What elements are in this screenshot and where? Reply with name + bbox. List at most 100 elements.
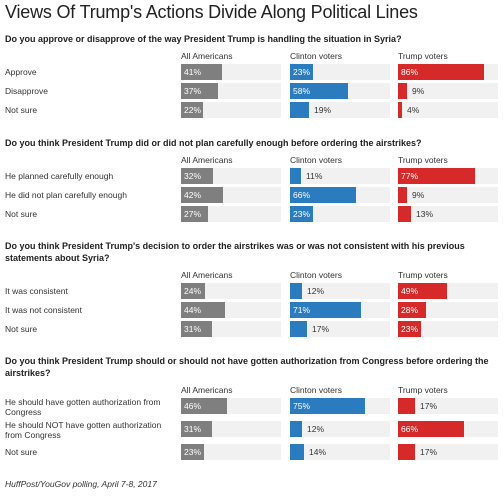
bar <box>181 444 204 460</box>
bar-cell: 12% <box>290 421 390 437</box>
data-label: 71% <box>293 305 311 315</box>
data-label: 42% <box>184 190 202 200</box>
data-label: 22% <box>184 105 202 115</box>
question-title: Do you approve or disapprove of the way … <box>5 34 402 44</box>
data-label: 19% <box>314 105 332 115</box>
bar <box>290 64 313 80</box>
bar <box>290 421 302 437</box>
bar-cell: 27% <box>181 206 281 222</box>
data-label: 17% <box>420 447 438 457</box>
bar <box>290 168 301 184</box>
data-label: 11% <box>306 171 323 181</box>
data-label: 37% <box>184 86 202 96</box>
data-label: 49% <box>401 286 419 296</box>
column-header: All Americans <box>181 385 233 395</box>
data-label: 44% <box>184 305 202 315</box>
bar <box>398 187 407 203</box>
bar-cell: 11% <box>290 168 390 184</box>
bar <box>181 421 212 437</box>
bar <box>181 102 203 118</box>
data-label: 66% <box>293 190 311 200</box>
data-label: 9% <box>412 86 425 96</box>
bar-cell: 58% <box>290 83 390 99</box>
row-label: Not sure <box>5 105 38 115</box>
row-label: He did not plan carefully enough <box>5 190 127 200</box>
bar-cell: 46% <box>181 398 281 414</box>
data-label: 12% <box>307 424 325 434</box>
bar-cell: 9% <box>398 187 498 203</box>
data-label: 23% <box>401 324 419 334</box>
row-label: Not sure <box>5 447 38 457</box>
row-label: Approve <box>5 67 37 77</box>
data-label: 17% <box>420 401 438 411</box>
bar <box>398 102 402 118</box>
bar <box>398 302 426 318</box>
bar <box>290 283 302 299</box>
column-header: Trump voters <box>398 270 448 280</box>
bar <box>181 302 225 318</box>
question-title: Do you think President Trump should or s… <box>5 356 489 378</box>
bar-cell: 23% <box>290 64 390 80</box>
column-header: All Americans <box>181 51 233 61</box>
bar-cell: 14% <box>290 444 390 460</box>
bar-cell: 4% <box>398 102 498 118</box>
bar <box>181 321 212 337</box>
bar <box>398 321 421 337</box>
bar <box>398 168 475 184</box>
column-header: All Americans <box>181 155 233 165</box>
bar-cell: 23% <box>398 321 498 337</box>
bar <box>290 321 307 337</box>
data-label: 4% <box>407 105 420 115</box>
bar-cell: 13% <box>398 206 498 222</box>
bar-cell: 17% <box>290 321 390 337</box>
bar-cell: 12% <box>290 283 390 299</box>
row-label: Not sure <box>5 324 38 334</box>
bar <box>290 398 365 414</box>
data-label: 75% <box>293 401 311 411</box>
column-header: Clinton voters <box>290 51 342 61</box>
data-label: 77% <box>401 171 419 181</box>
bar <box>398 206 411 222</box>
source-footnote: HuffPost/YouGov polling, April 7-8, 2017 <box>5 479 157 489</box>
bar-cell: 77% <box>398 168 498 184</box>
data-label: 14% <box>309 447 327 457</box>
bar <box>181 206 208 222</box>
bar-cell: 31% <box>181 421 281 437</box>
bar-cell: 49% <box>398 283 498 299</box>
row-label: It was consistent <box>5 286 68 296</box>
bar-cell: 42% <box>181 187 281 203</box>
bar <box>181 168 213 184</box>
bar-cell: 41% <box>181 64 281 80</box>
data-label: 46% <box>184 401 202 411</box>
bar-cell: 22% <box>181 102 281 118</box>
bar-cell: 23% <box>290 206 390 222</box>
bar <box>398 444 415 460</box>
column-header: Clinton voters <box>290 155 342 165</box>
data-label: 31% <box>184 424 202 434</box>
question-title: Do you think President Trump's decision … <box>5 241 465 263</box>
row-label: It was not consistent <box>5 305 83 315</box>
data-label: 23% <box>293 209 311 219</box>
bar <box>398 64 484 80</box>
question-title: Do you think President Trump did or did … <box>5 138 422 148</box>
bar-cell: 19% <box>290 102 390 118</box>
bar <box>290 444 304 460</box>
bar <box>398 421 464 437</box>
bar <box>290 83 348 99</box>
bar-cell: 28% <box>398 302 498 318</box>
column-header: All Americans <box>181 270 233 280</box>
column-header: Trump voters <box>398 51 448 61</box>
bar-cell: 86% <box>398 64 498 80</box>
bar-cell: 75% <box>290 398 390 414</box>
bar <box>398 83 407 99</box>
row-label: Disapprove <box>5 86 48 96</box>
data-label: 66% <box>401 424 419 434</box>
bar-cell: 17% <box>398 398 498 414</box>
row-label: He should have gotten authorization from… <box>5 397 161 417</box>
data-label: 24% <box>184 286 202 296</box>
bar <box>181 187 223 203</box>
bar-cell: 66% <box>290 187 390 203</box>
column-header: Trump voters <box>398 385 448 395</box>
row-label: He should NOT have gotten authorization … <box>5 420 162 440</box>
bar-cell: 71% <box>290 302 390 318</box>
